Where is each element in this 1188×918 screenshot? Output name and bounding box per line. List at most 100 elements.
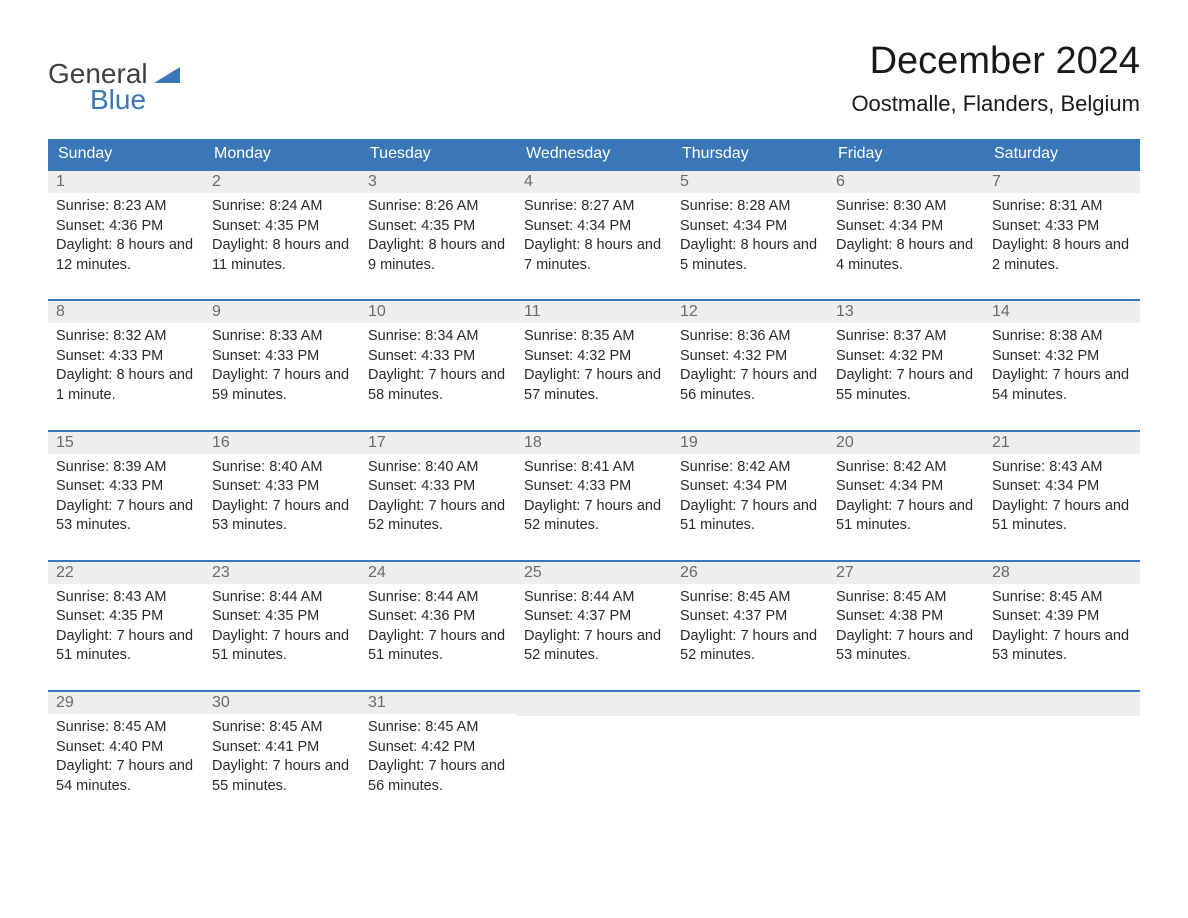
daylight-text: Daylight: 7 hours and 53 minutes. — [56, 497, 196, 536]
day-body: Sunrise: 8:26 AMSunset: 4:35 PMDaylight:… — [360, 193, 516, 281]
day-cell: 16Sunrise: 8:40 AMSunset: 4:33 PMDayligh… — [204, 432, 360, 542]
sunrise-text: Sunrise: 8:32 AM — [56, 327, 196, 347]
day-body: Sunrise: 8:38 AMSunset: 4:32 PMDaylight:… — [984, 323, 1140, 411]
sunrise-text: Sunrise: 8:31 AM — [992, 197, 1132, 217]
daylight-text: Daylight: 7 hours and 53 minutes. — [836, 627, 976, 666]
day-number: 3 — [360, 171, 516, 193]
sunrise-text: Sunrise: 8:33 AM — [212, 327, 352, 347]
day-header: Wednesday — [516, 139, 672, 169]
daylight-text: Daylight: 8 hours and 2 minutes. — [992, 236, 1132, 275]
day-number: 6 — [828, 171, 984, 193]
sunset-text: Sunset: 4:32 PM — [992, 347, 1132, 367]
sunset-text: Sunset: 4:40 PM — [56, 738, 196, 758]
day-number: 7 — [984, 171, 1140, 193]
sunset-text: Sunset: 4:41 PM — [212, 738, 352, 758]
sunset-text: Sunset: 4:35 PM — [212, 607, 352, 627]
daylight-text: Daylight: 7 hours and 51 minutes. — [992, 497, 1132, 536]
day-cell: 8Sunrise: 8:32 AMSunset: 4:33 PMDaylight… — [48, 301, 204, 411]
daylight-text: Daylight: 8 hours and 1 minute. — [56, 366, 196, 405]
day-body: Sunrise: 8:45 AMSunset: 4:42 PMDaylight:… — [360, 714, 516, 802]
sunrise-text: Sunrise: 8:44 AM — [524, 588, 664, 608]
day-cell: 18Sunrise: 8:41 AMSunset: 4:33 PMDayligh… — [516, 432, 672, 542]
sunset-text: Sunset: 4:33 PM — [524, 477, 664, 497]
sunrise-text: Sunrise: 8:43 AM — [992, 458, 1132, 478]
day-header-row: SundayMondayTuesdayWednesdayThursdayFrid… — [48, 139, 1140, 169]
sunrise-text: Sunrise: 8:44 AM — [368, 588, 508, 608]
day-number: 23 — [204, 562, 360, 584]
daylight-text: Daylight: 7 hours and 52 minutes. — [524, 627, 664, 666]
sunset-text: Sunset: 4:35 PM — [212, 217, 352, 237]
day-cell: 10Sunrise: 8:34 AMSunset: 4:33 PMDayligh… — [360, 301, 516, 411]
header: General Blue December 2024 Oostmalle, Fl… — [48, 40, 1140, 117]
daylight-text: Daylight: 7 hours and 55 minutes. — [836, 366, 976, 405]
day-number: 26 — [672, 562, 828, 584]
day-cell: 26Sunrise: 8:45 AMSunset: 4:37 PMDayligh… — [672, 562, 828, 672]
weeks-container: 1Sunrise: 8:23 AMSunset: 4:36 PMDaylight… — [48, 169, 1140, 802]
day-cell: 30Sunrise: 8:45 AMSunset: 4:41 PMDayligh… — [204, 692, 360, 802]
sunset-text: Sunset: 4:32 PM — [680, 347, 820, 367]
day-body: Sunrise: 8:45 AMSunset: 4:37 PMDaylight:… — [672, 584, 828, 672]
day-number: 2 — [204, 171, 360, 193]
day-cell: 4Sunrise: 8:27 AMSunset: 4:34 PMDaylight… — [516, 171, 672, 281]
sunrise-text: Sunrise: 8:28 AM — [680, 197, 820, 217]
daylight-text: Daylight: 7 hours and 51 minutes. — [836, 497, 976, 536]
sunset-text: Sunset: 4:34 PM — [680, 217, 820, 237]
sunset-text: Sunset: 4:37 PM — [524, 607, 664, 627]
day-body: Sunrise: 8:42 AMSunset: 4:34 PMDaylight:… — [672, 454, 828, 542]
day-header: Monday — [204, 139, 360, 169]
sunset-text: Sunset: 4:33 PM — [212, 477, 352, 497]
day-number: 21 — [984, 432, 1140, 454]
daylight-text: Daylight: 7 hours and 53 minutes. — [212, 497, 352, 536]
logo-text-blue: Blue — [90, 84, 180, 116]
week-row: 29Sunrise: 8:45 AMSunset: 4:40 PMDayligh… — [48, 690, 1140, 802]
day-body: Sunrise: 8:40 AMSunset: 4:33 PMDaylight:… — [204, 454, 360, 542]
day-body: Sunrise: 8:44 AMSunset: 4:35 PMDaylight:… — [204, 584, 360, 672]
day-body: Sunrise: 8:36 AMSunset: 4:32 PMDaylight:… — [672, 323, 828, 411]
day-cell: 21Sunrise: 8:43 AMSunset: 4:34 PMDayligh… — [984, 432, 1140, 542]
day-body: Sunrise: 8:44 AMSunset: 4:37 PMDaylight:… — [516, 584, 672, 672]
day-body: Sunrise: 8:43 AMSunset: 4:35 PMDaylight:… — [48, 584, 204, 672]
day-number: 8 — [48, 301, 204, 323]
day-body: Sunrise: 8:35 AMSunset: 4:32 PMDaylight:… — [516, 323, 672, 411]
day-body: Sunrise: 8:40 AMSunset: 4:33 PMDaylight:… — [360, 454, 516, 542]
sunrise-text: Sunrise: 8:30 AM — [836, 197, 976, 217]
daylight-text: Daylight: 8 hours and 12 minutes. — [56, 236, 196, 275]
location-text: Oostmalle, Flanders, Belgium — [851, 91, 1140, 117]
sunrise-text: Sunrise: 8:45 AM — [992, 588, 1132, 608]
day-number: 20 — [828, 432, 984, 454]
daylight-text: Daylight: 7 hours and 51 minutes. — [368, 627, 508, 666]
day-cell: 19Sunrise: 8:42 AMSunset: 4:34 PMDayligh… — [672, 432, 828, 542]
daylight-text: Daylight: 7 hours and 51 minutes. — [680, 497, 820, 536]
day-body: Sunrise: 8:39 AMSunset: 4:33 PMDaylight:… — [48, 454, 204, 542]
daylight-text: Daylight: 7 hours and 54 minutes. — [56, 757, 196, 796]
sunset-text: Sunset: 4:39 PM — [992, 607, 1132, 627]
sunset-text: Sunset: 4:33 PM — [368, 477, 508, 497]
daylight-text: Daylight: 7 hours and 51 minutes. — [212, 627, 352, 666]
daylight-text: Daylight: 8 hours and 11 minutes. — [212, 236, 352, 275]
sunset-text: Sunset: 4:33 PM — [56, 477, 196, 497]
day-cell: 25Sunrise: 8:44 AMSunset: 4:37 PMDayligh… — [516, 562, 672, 672]
sunset-text: Sunset: 4:32 PM — [524, 347, 664, 367]
day-body: Sunrise: 8:34 AMSunset: 4:33 PMDaylight:… — [360, 323, 516, 411]
day-body: Sunrise: 8:45 AMSunset: 4:41 PMDaylight:… — [204, 714, 360, 802]
sunset-text: Sunset: 4:42 PM — [368, 738, 508, 758]
day-number: 19 — [672, 432, 828, 454]
sunrise-text: Sunrise: 8:24 AM — [212, 197, 352, 217]
day-number: 16 — [204, 432, 360, 454]
sunset-text: Sunset: 4:34 PM — [680, 477, 820, 497]
sunrise-text: Sunrise: 8:34 AM — [368, 327, 508, 347]
day-number: 11 — [516, 301, 672, 323]
day-body: Sunrise: 8:32 AMSunset: 4:33 PMDaylight:… — [48, 323, 204, 411]
day-number: 9 — [204, 301, 360, 323]
daylight-text: Daylight: 7 hours and 56 minutes. — [368, 757, 508, 796]
day-header: Friday — [828, 139, 984, 169]
sunrise-text: Sunrise: 8:41 AM — [524, 458, 664, 478]
daylight-text: Daylight: 7 hours and 56 minutes. — [680, 366, 820, 405]
day-number: 30 — [204, 692, 360, 714]
daylight-text: Daylight: 8 hours and 4 minutes. — [836, 236, 976, 275]
logo: General Blue — [48, 58, 180, 116]
day-cell: 22Sunrise: 8:43 AMSunset: 4:35 PMDayligh… — [48, 562, 204, 672]
sunrise-text: Sunrise: 8:45 AM — [836, 588, 976, 608]
day-body: Sunrise: 8:24 AMSunset: 4:35 PMDaylight:… — [204, 193, 360, 281]
day-body: Sunrise: 8:37 AMSunset: 4:32 PMDaylight:… — [828, 323, 984, 411]
